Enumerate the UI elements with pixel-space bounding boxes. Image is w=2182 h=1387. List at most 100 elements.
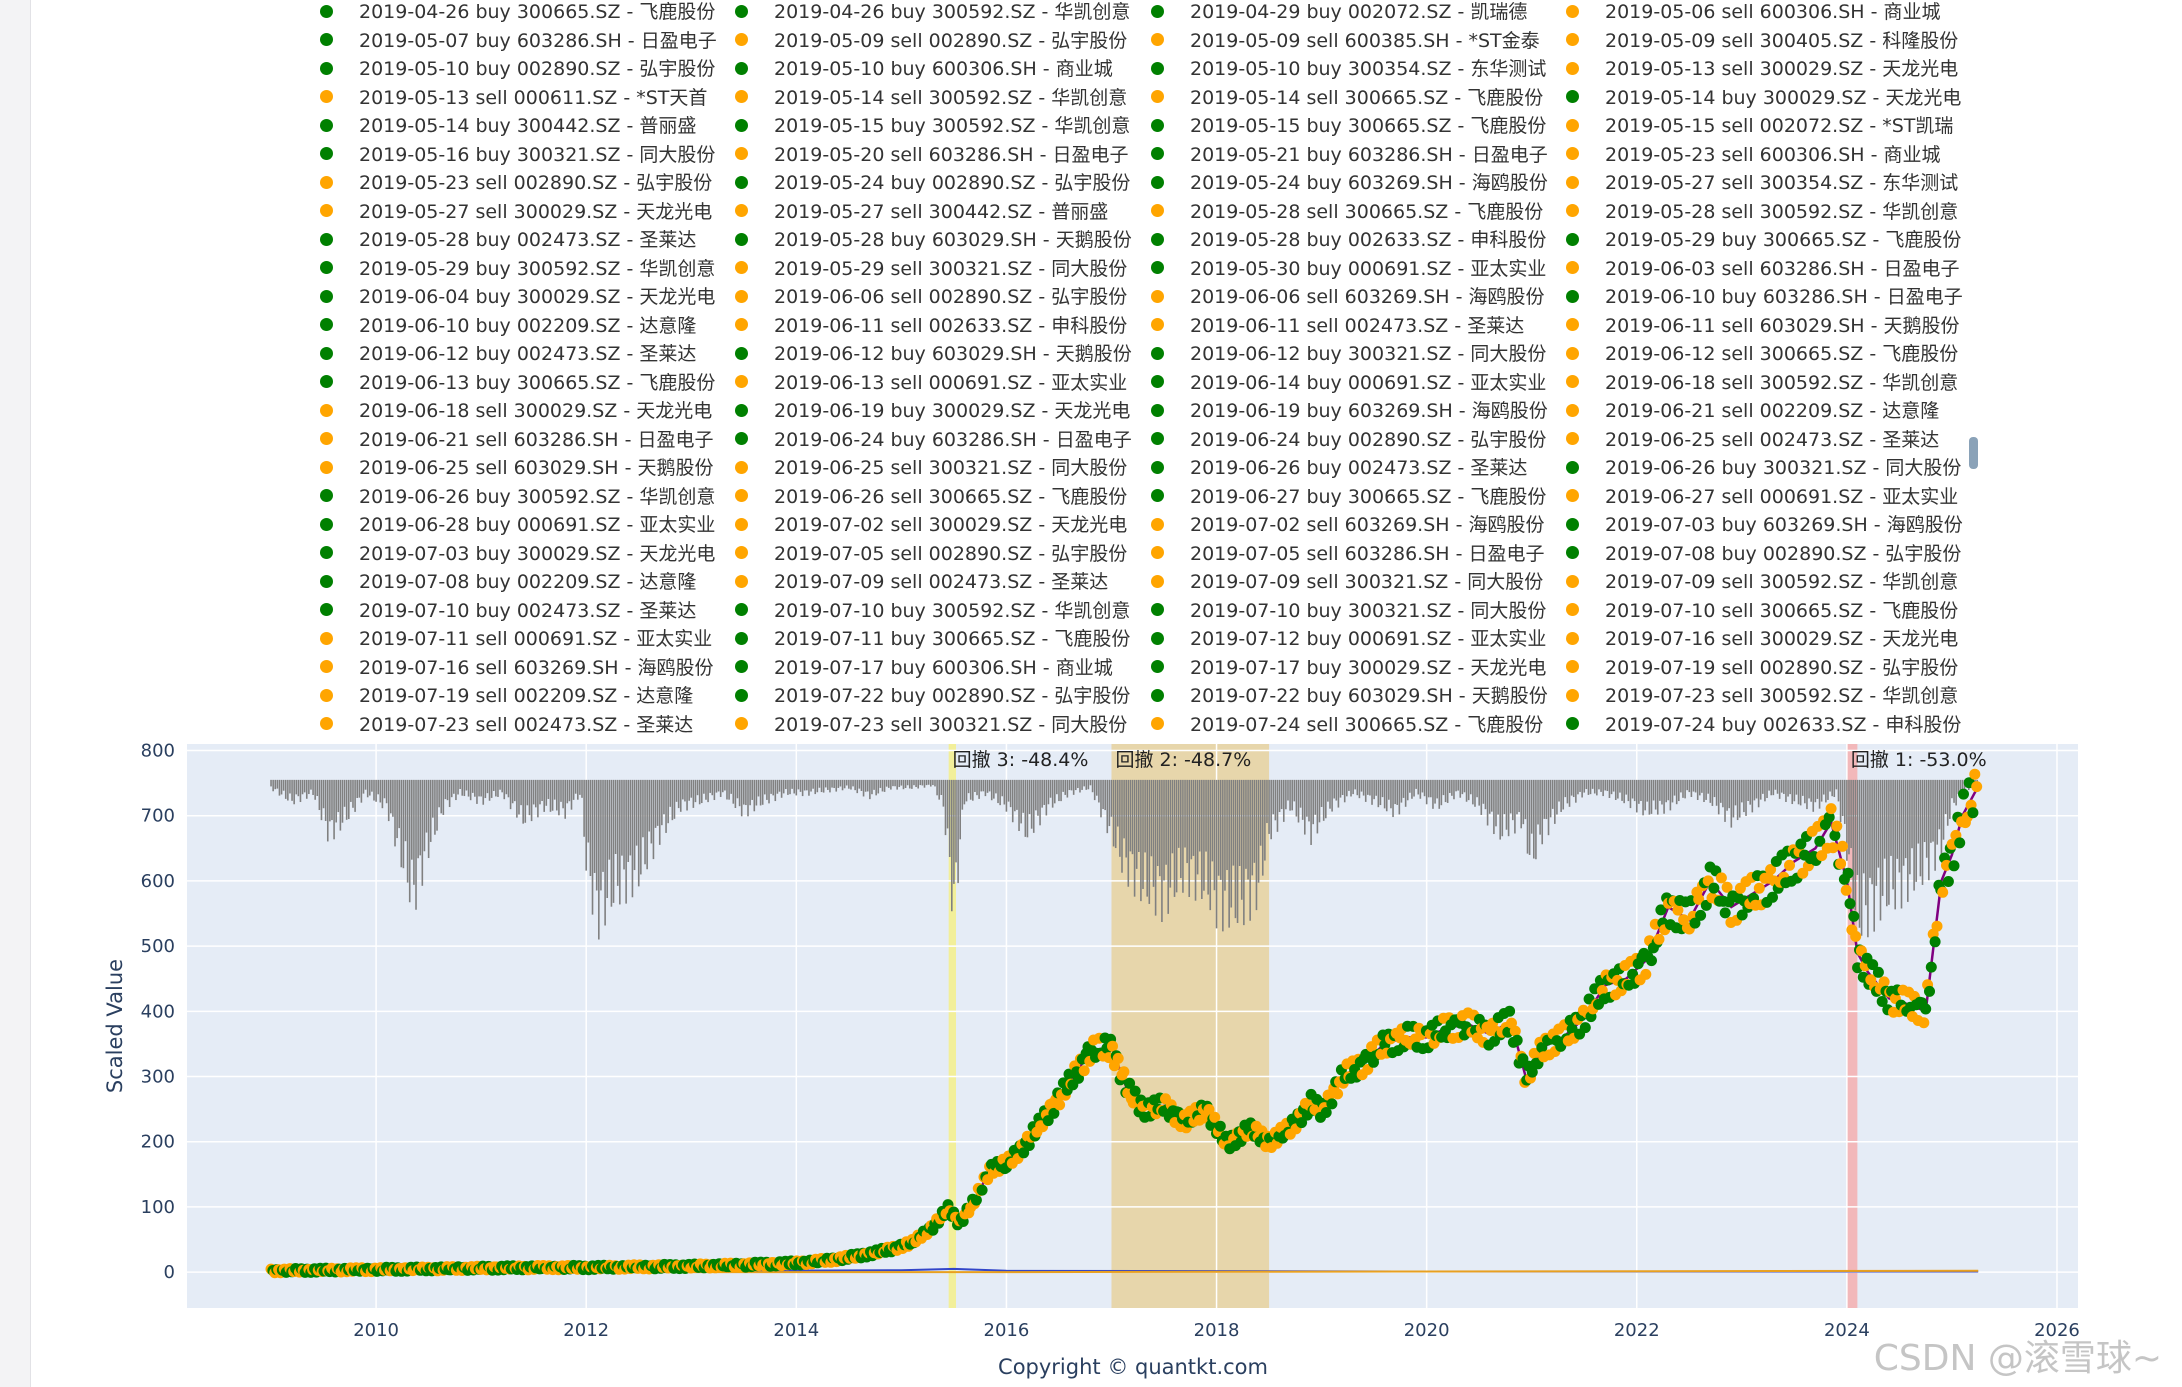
legend-item[interactable]: 2019-06-25 sell 002473.SZ - 圣莱达	[1566, 426, 1939, 454]
legend-item[interactable]: 2019-06-21 sell 603286.SH - 日盈电子	[320, 426, 714, 454]
legend-item[interactable]: 2019-05-24 buy 603269.SH - 海鸥股份	[1151, 169, 1548, 197]
legend-item[interactable]: 2019-06-12 buy 603029.SH - 天鹅股份	[735, 340, 1132, 368]
legend-item[interactable]: 2019-07-08 buy 002890.SZ - 弘宇股份	[1566, 540, 1961, 568]
legend-item[interactable]: 2019-05-29 buy 300665.SZ - 飞鹿股份	[1566, 226, 1961, 254]
legend-item[interactable]: 2019-05-24 buy 002890.SZ - 弘宇股份	[735, 169, 1130, 197]
legend-item[interactable]: 2019-05-28 buy 603029.SH - 天鹅股份	[735, 226, 1132, 254]
trade-legend[interactable]: 2019-04-26 buy 300665.SZ - 飞鹿股份 2019-04-2…	[320, 0, 1980, 736]
legend-item[interactable]: 2019-07-16 sell 603269.SH - 海鸥股份	[320, 654, 714, 682]
legend-item[interactable]: 2019-07-08 buy 002209.SZ - 达意隆	[320, 568, 696, 596]
legend-item[interactable]: 2019-05-23 sell 002890.SZ - 弘宇股份	[320, 169, 712, 197]
legend-item[interactable]: 2019-06-19 buy 300029.SZ - 天龙光电	[735, 397, 1130, 425]
legend-item[interactable]: 2019-05-27 sell 300029.SZ - 天龙光电	[320, 198, 712, 226]
legend-item[interactable]: 2019-07-10 sell 300665.SZ - 飞鹿股份	[1566, 597, 1958, 625]
legend-item[interactable]: 2019-05-13 sell 000611.SZ - *ST天首	[320, 84, 707, 112]
legend-item[interactable]: 2019-05-14 sell 300592.SZ - 华凯创意	[735, 84, 1127, 112]
legend-item[interactable]: 2019-07-22 buy 603029.SH - 天鹅股份	[1151, 682, 1548, 710]
legend-item[interactable]: 2019-05-14 sell 300665.SZ - 飞鹿股份	[1151, 84, 1543, 112]
legend-item[interactable]: 2019-05-29 buy 300592.SZ - 华凯创意	[320, 255, 715, 283]
legend-item[interactable]: 2019-07-24 buy 002633.SZ - 申科股份	[1566, 711, 1961, 737]
legend-item[interactable]: 2019-05-15 buy 300665.SZ - 飞鹿股份	[1151, 112, 1546, 140]
legend-item[interactable]: 2019-07-10 buy 002473.SZ - 圣莱达	[320, 597, 696, 625]
legend-item[interactable]: 2019-05-09 sell 300405.SZ - 科隆股份	[1566, 27, 1958, 55]
legend-item[interactable]: 2019-07-09 sell 300592.SZ - 华凯创意	[1566, 568, 1958, 596]
legend-item[interactable]: 2019-07-11 sell 000691.SZ - 亚太实业	[320, 625, 712, 653]
legend-item[interactable]: 2019-06-24 buy 603286.SH - 日盈电子	[735, 426, 1132, 454]
legend-item[interactable]: 2019-06-12 buy 300321.SZ - 同大股份	[1151, 340, 1546, 368]
legend-item[interactable]: 2019-07-09 sell 002473.SZ - 圣莱达	[735, 568, 1108, 596]
legend-item[interactable]: 2019-06-12 sell 300665.SZ - 飞鹿股份	[1566, 340, 1958, 368]
legend-item[interactable]: 2019-07-09 sell 300321.SZ - 同大股份	[1151, 568, 1543, 596]
legend-item[interactable]: 2019-05-28 sell 300592.SZ - 华凯创意	[1566, 198, 1958, 226]
legend-item[interactable]: 2019-07-17 buy 600306.SH - 商业城	[735, 654, 1113, 682]
legend-item[interactable]: 2019-07-10 buy 300321.SZ - 同大股份	[1151, 597, 1546, 625]
legend-item[interactable]: 2019-06-12 buy 002473.SZ - 圣莱达	[320, 340, 696, 368]
legend-item[interactable]: 2019-07-16 sell 300029.SZ - 天龙光电	[1566, 625, 1958, 653]
legend-item[interactable]: 2019-05-29 sell 300321.SZ - 同大股份	[735, 255, 1127, 283]
legend-item[interactable]: 2019-06-11 sell 603029.SH - 天鹅股份	[1566, 312, 1960, 340]
legend-item[interactable]: 2019-06-11 sell 002633.SZ - 申科股份	[735, 312, 1127, 340]
legend-item[interactable]: 2019-05-28 buy 002633.SZ - 申科股份	[1151, 226, 1546, 254]
legend-item[interactable]: 2019-07-23 sell 002473.SZ - 圣莱达	[320, 711, 693, 737]
legend-item[interactable]: 2019-06-25 sell 603029.SH - 天鹅股份	[320, 454, 714, 482]
legend-item[interactable]: 2019-05-09 sell 600385.SH - *ST金泰	[1151, 27, 1540, 55]
legend-scrollbar[interactable]	[1969, 437, 1978, 469]
legend-item[interactable]: 2019-06-28 buy 000691.SZ - 亚太实业	[320, 511, 715, 539]
legend-item[interactable]: 2019-05-27 sell 300354.SZ - 东华测试	[1566, 169, 1958, 197]
legend-item[interactable]: 2019-07-05 sell 002890.SZ - 弘宇股份	[735, 540, 1127, 568]
legend-item[interactable]: 2019-07-22 buy 002890.SZ - 弘宇股份	[735, 682, 1130, 710]
legend-item[interactable]: 2019-05-10 buy 600306.SH - 商业城	[735, 55, 1113, 83]
legend-item[interactable]: 2019-04-26 buy 300592.SZ - 华凯创意	[735, 0, 1130, 26]
legend-item[interactable]: 2019-07-19 sell 002890.SZ - 弘宇股份	[1566, 654, 1958, 682]
legend-item[interactable]: 2019-05-28 sell 300665.SZ - 飞鹿股份	[1151, 198, 1543, 226]
legend-item[interactable]: 2019-05-28 buy 002473.SZ - 圣莱达	[320, 226, 696, 254]
legend-item[interactable]: 2019-05-07 buy 603286.SH - 日盈电子	[320, 27, 717, 55]
legend-item[interactable]: 2019-05-10 buy 300354.SZ - 东华测试	[1151, 55, 1546, 83]
legend-item[interactable]: 2019-07-02 sell 603269.SH - 海鸥股份	[1151, 511, 1545, 539]
legend-item[interactable]: 2019-06-19 buy 603269.SH - 海鸥股份	[1151, 397, 1548, 425]
legend-item[interactable]: 2019-05-09 sell 002890.SZ - 弘宇股份	[735, 27, 1127, 55]
legend-item[interactable]: 2019-05-16 buy 300321.SZ - 同大股份	[320, 141, 715, 169]
legend-item[interactable]: 2019-07-23 sell 300592.SZ - 华凯创意	[1566, 682, 1958, 710]
legend-item[interactable]: 2019-05-10 buy 002890.SZ - 弘宇股份	[320, 55, 715, 83]
legend-item[interactable]: 2019-07-17 buy 300029.SZ - 天龙光电	[1151, 654, 1546, 682]
legend-item[interactable]: 2019-06-13 buy 300665.SZ - 飞鹿股份	[320, 369, 715, 397]
legend-item[interactable]: 2019-05-23 sell 600306.SH - 商业城	[1566, 141, 1941, 169]
legend-item[interactable]: 2019-05-06 sell 600306.SH - 商业城	[1566, 0, 1941, 26]
legend-item[interactable]: 2019-07-03 buy 603269.SH - 海鸥股份	[1566, 511, 1963, 539]
legend-item[interactable]: 2019-06-24 buy 002890.SZ - 弘宇股份	[1151, 426, 1546, 454]
legend-item[interactable]: 2019-04-26 buy 300665.SZ - 飞鹿股份	[320, 0, 715, 26]
legend-item[interactable]: 2019-05-21 buy 603286.SH - 日盈电子	[1151, 141, 1548, 169]
legend-item[interactable]: 2019-07-24 sell 300665.SZ - 飞鹿股份	[1151, 711, 1543, 737]
legend-item[interactable]: 2019-07-23 sell 300321.SZ - 同大股份	[735, 711, 1127, 737]
legend-item[interactable]: 2019-05-15 sell 002072.SZ - *ST凯瑞	[1566, 112, 1953, 140]
legend-item[interactable]: 2019-06-11 sell 002473.SZ - 圣莱达	[1151, 312, 1524, 340]
legend-item[interactable]: 2019-06-06 sell 603269.SH - 海鸥股份	[1151, 283, 1545, 311]
legend-item[interactable]: 2019-05-15 buy 300592.SZ - 华凯创意	[735, 112, 1130, 140]
legend-item[interactable]: 2019-06-18 sell 300592.SZ - 华凯创意	[1566, 369, 1958, 397]
legend-item[interactable]: 2019-05-30 buy 000691.SZ - 亚太实业	[1151, 255, 1546, 283]
legend-item[interactable]: 2019-07-02 sell 300029.SZ - 天龙光电	[735, 511, 1127, 539]
legend-item[interactable]: 2019-06-04 buy 300029.SZ - 天龙光电	[320, 283, 715, 311]
legend-item[interactable]: 2019-07-10 buy 300592.SZ - 华凯创意	[735, 597, 1130, 625]
legend-item[interactable]: 2019-06-21 sell 002209.SZ - 达意隆	[1566, 397, 1939, 425]
legend-item[interactable]: 2019-06-26 buy 300592.SZ - 华凯创意	[320, 483, 715, 511]
legend-item[interactable]: 2019-07-12 buy 000691.SZ - 亚太实业	[1151, 625, 1546, 653]
legend-item[interactable]: 2019-06-03 sell 603286.SH - 日盈电子	[1566, 255, 1960, 283]
legend-item[interactable]: 2019-06-14 buy 000691.SZ - 亚太实业	[1151, 369, 1546, 397]
legend-item[interactable]: 2019-07-05 sell 603286.SH - 日盈电子	[1151, 540, 1545, 568]
legend-item[interactable]: 2019-06-18 sell 300029.SZ - 天龙光电	[320, 397, 712, 425]
legend-item[interactable]: 2019-06-10 buy 603286.SH - 日盈电子	[1566, 283, 1963, 311]
legend-item[interactable]: 2019-06-27 buy 300665.SZ - 飞鹿股份	[1151, 483, 1546, 511]
legend-item[interactable]: 2019-06-13 sell 000691.SZ - 亚太实业	[735, 369, 1127, 397]
legend-item[interactable]: 2019-05-20 sell 603286.SH - 日盈电子	[735, 141, 1129, 169]
legend-item[interactable]: 2019-07-11 buy 300665.SZ - 飞鹿股份	[735, 625, 1130, 653]
legend-item[interactable]: 2019-06-26 sell 300665.SZ - 飞鹿股份	[735, 483, 1127, 511]
legend-item[interactable]: 2019-06-10 buy 002209.SZ - 达意隆	[320, 312, 696, 340]
legend-item[interactable]: 2019-07-03 buy 300029.SZ - 天龙光电	[320, 540, 715, 568]
legend-item[interactable]: 2019-06-25 sell 300321.SZ - 同大股份	[735, 454, 1127, 482]
legend-item[interactable]: 2019-05-14 buy 300442.SZ - 普丽盛	[320, 112, 696, 140]
legend-item[interactable]: 2019-06-26 buy 002473.SZ - 圣莱达	[1151, 454, 1527, 482]
legend-item[interactable]: 2019-06-27 sell 000691.SZ - 亚太实业	[1566, 483, 1958, 511]
legend-item[interactable]: 2019-07-19 sell 002209.SZ - 达意隆	[320, 682, 693, 710]
